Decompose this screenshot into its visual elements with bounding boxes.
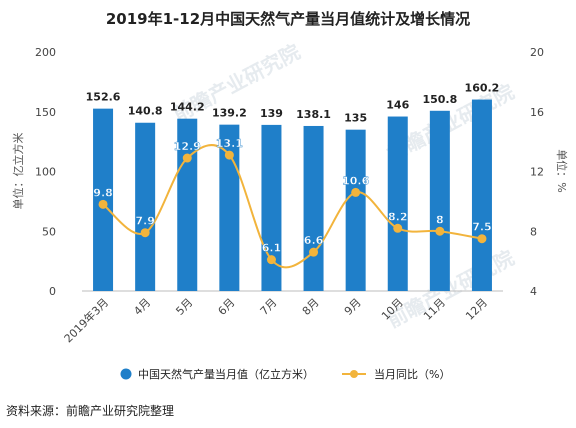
y-right-tick-label: 16 [530, 106, 544, 119]
line-point [477, 234, 487, 244]
y-left-tick-label: 50 [42, 225, 56, 238]
y-right-tick-label: 4 [530, 285, 537, 298]
bar [471, 99, 492, 291]
y-right-tick-label: 20 [530, 46, 544, 59]
yoy-line [102, 144, 483, 269]
line-value-label: 6.1 [262, 242, 282, 255]
bar-value-label: 144.2 [170, 101, 205, 114]
bar-value-label: 139 [260, 107, 283, 120]
source-note: 资料来源：前瞻产业研究院整理 [6, 404, 175, 418]
bar-value-label: 139.2 [212, 107, 247, 120]
bar [219, 124, 240, 291]
bar [387, 116, 408, 291]
x-tick-label: 2019年3月 [61, 295, 111, 345]
y-right-tick-label: 12 [530, 166, 544, 179]
line-point [435, 226, 445, 236]
bar-value-label: 150.8 [422, 93, 457, 106]
bar-value-label: 140.8 [128, 105, 163, 118]
line-value-label: 6.6 [304, 234, 324, 247]
line-value-label: 7.5 [472, 221, 492, 234]
y-left-axis-label: 单位：亿立方米 [11, 133, 25, 210]
bar-value-label: 152.6 [86, 91, 121, 104]
line-point [309, 247, 319, 257]
legend-bar-label: 中国天然气产量当月值（亿立方米） [138, 367, 314, 381]
line-value-label: 13.1 [216, 137, 243, 150]
x-tick-label: 9月 [342, 296, 364, 318]
line-value-label: 12.9 [174, 140, 201, 153]
data-labels: 152.6 140.8 144.2 139.2 139 138.1 135 146 150.8 1… [86, 82, 500, 255]
bar-value-label: 138.1 [296, 108, 331, 121]
line-point [351, 187, 361, 197]
y-left-tick-label: 100 [35, 166, 56, 179]
y-right-tick-label: 8 [530, 225, 537, 238]
line-point [224, 150, 234, 160]
y-left-tick-label: 0 [49, 285, 56, 298]
x-tick-label: 8月 [300, 296, 322, 318]
bar [303, 125, 324, 292]
x-tick-label: 4月 [131, 296, 153, 318]
bar-value-label: 146 [386, 99, 409, 112]
chart-title: 2019年1-12月中国天然气产量当月值统计及增长情况 [106, 10, 470, 28]
line-value-label: 9.8 [93, 186, 113, 199]
x-tick-label: 7月 [258, 296, 280, 318]
bar [135, 122, 156, 291]
bar [177, 118, 198, 291]
line-value-label: 8.2 [388, 210, 408, 223]
y-right-axis-label: 单位：% [555, 149, 569, 192]
line-value-label: 8 [436, 213, 444, 226]
bar-value-label: 160.2 [465, 82, 500, 95]
bar [93, 108, 114, 291]
line-value-label: 7.9 [135, 215, 155, 228]
bars [93, 99, 492, 292]
legend-line-dot [350, 370, 358, 378]
legend: 中国天然气产量当月值（亿立方米） 当月同比（%） [120, 367, 450, 381]
line-point [140, 228, 150, 238]
bar [429, 110, 450, 291]
line-value-label: 10.6 [342, 174, 369, 187]
x-tick-label: 6月 [216, 296, 238, 318]
y-left-tick-label: 150 [35, 106, 56, 119]
legend-line-label: 当月同比（%） [374, 367, 450, 381]
x-tick-label: 12月 [463, 296, 490, 323]
legend-bar-marker [120, 368, 132, 380]
line-point [393, 223, 403, 233]
bar [345, 129, 366, 291]
bar-value-label: 135 [344, 112, 367, 125]
line-series [98, 144, 487, 269]
y-left-tick-label: 200 [35, 46, 56, 59]
line-point [182, 153, 192, 163]
line-point [266, 255, 276, 265]
line-point [98, 199, 108, 209]
x-tick-label: 5月 [173, 296, 195, 318]
